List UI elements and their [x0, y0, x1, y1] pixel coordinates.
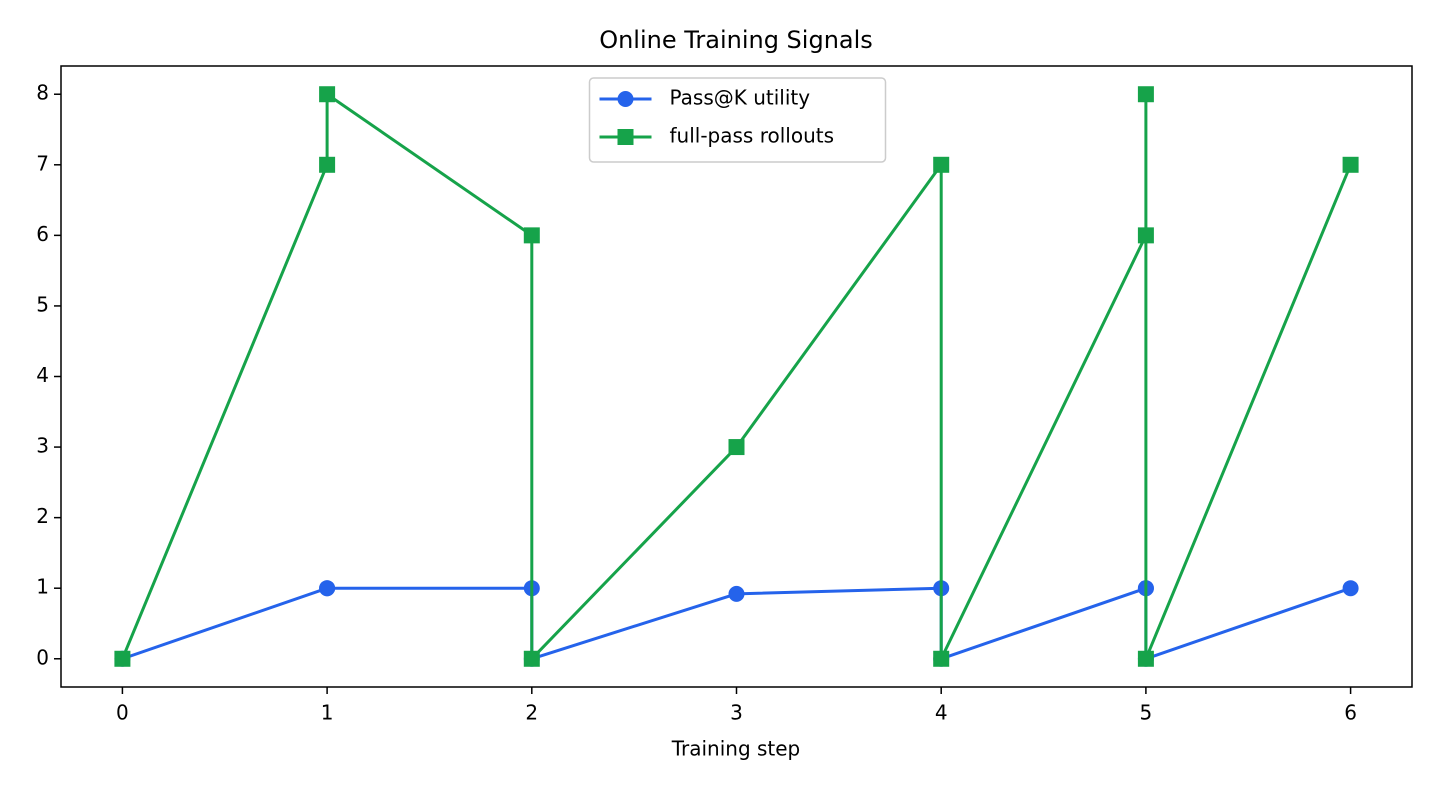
x-tick-label: 5: [1140, 701, 1153, 725]
y-tick-label: 5: [36, 292, 49, 316]
y-tick-label: 7: [36, 151, 49, 175]
legend-marker: [617, 129, 634, 145]
legend-label: full-pass rollouts: [670, 124, 835, 148]
data-point: [933, 156, 950, 173]
y-tick-label: 4: [36, 363, 49, 387]
x-tick-label: 4: [935, 701, 948, 725]
y-tick-label: 3: [36, 434, 49, 458]
chart-title: Online Training Signals: [599, 26, 873, 54]
data-point: [114, 650, 131, 667]
x-tick-label: 1: [321, 701, 334, 725]
x-axis-label: Training step: [671, 737, 801, 761]
x-tick-label: 0: [116, 701, 129, 725]
series-line: [121, 92, 1352, 661]
data-point: [728, 439, 745, 456]
data-point: [319, 156, 336, 173]
data-point: [728, 585, 745, 602]
y-tick-label: 6: [36, 222, 49, 246]
x-tick-label: 6: [1344, 701, 1357, 725]
data-point: [1137, 227, 1154, 244]
x-tick-label: 3: [730, 701, 743, 725]
y-tick-label: 2: [36, 504, 49, 528]
data-point: [319, 580, 336, 597]
y-tick-label: 0: [36, 645, 49, 669]
legend-label: Pass@K utility: [670, 86, 811, 110]
data-point: [523, 227, 540, 244]
data-point: [523, 650, 540, 667]
data-point: [319, 86, 336, 103]
data-point: [933, 650, 950, 667]
plot-frame: [60, 65, 1413, 688]
x-tick-label: 2: [525, 701, 538, 725]
legend-marker: [617, 91, 634, 107]
data-point: [1137, 650, 1154, 667]
data-point: [1342, 156, 1359, 173]
legend-box: [588, 77, 887, 163]
y-tick-label: 1: [36, 575, 49, 599]
data-point: [1342, 580, 1359, 597]
y-tick-label: 8: [36, 81, 49, 105]
data-point: [1137, 86, 1154, 103]
